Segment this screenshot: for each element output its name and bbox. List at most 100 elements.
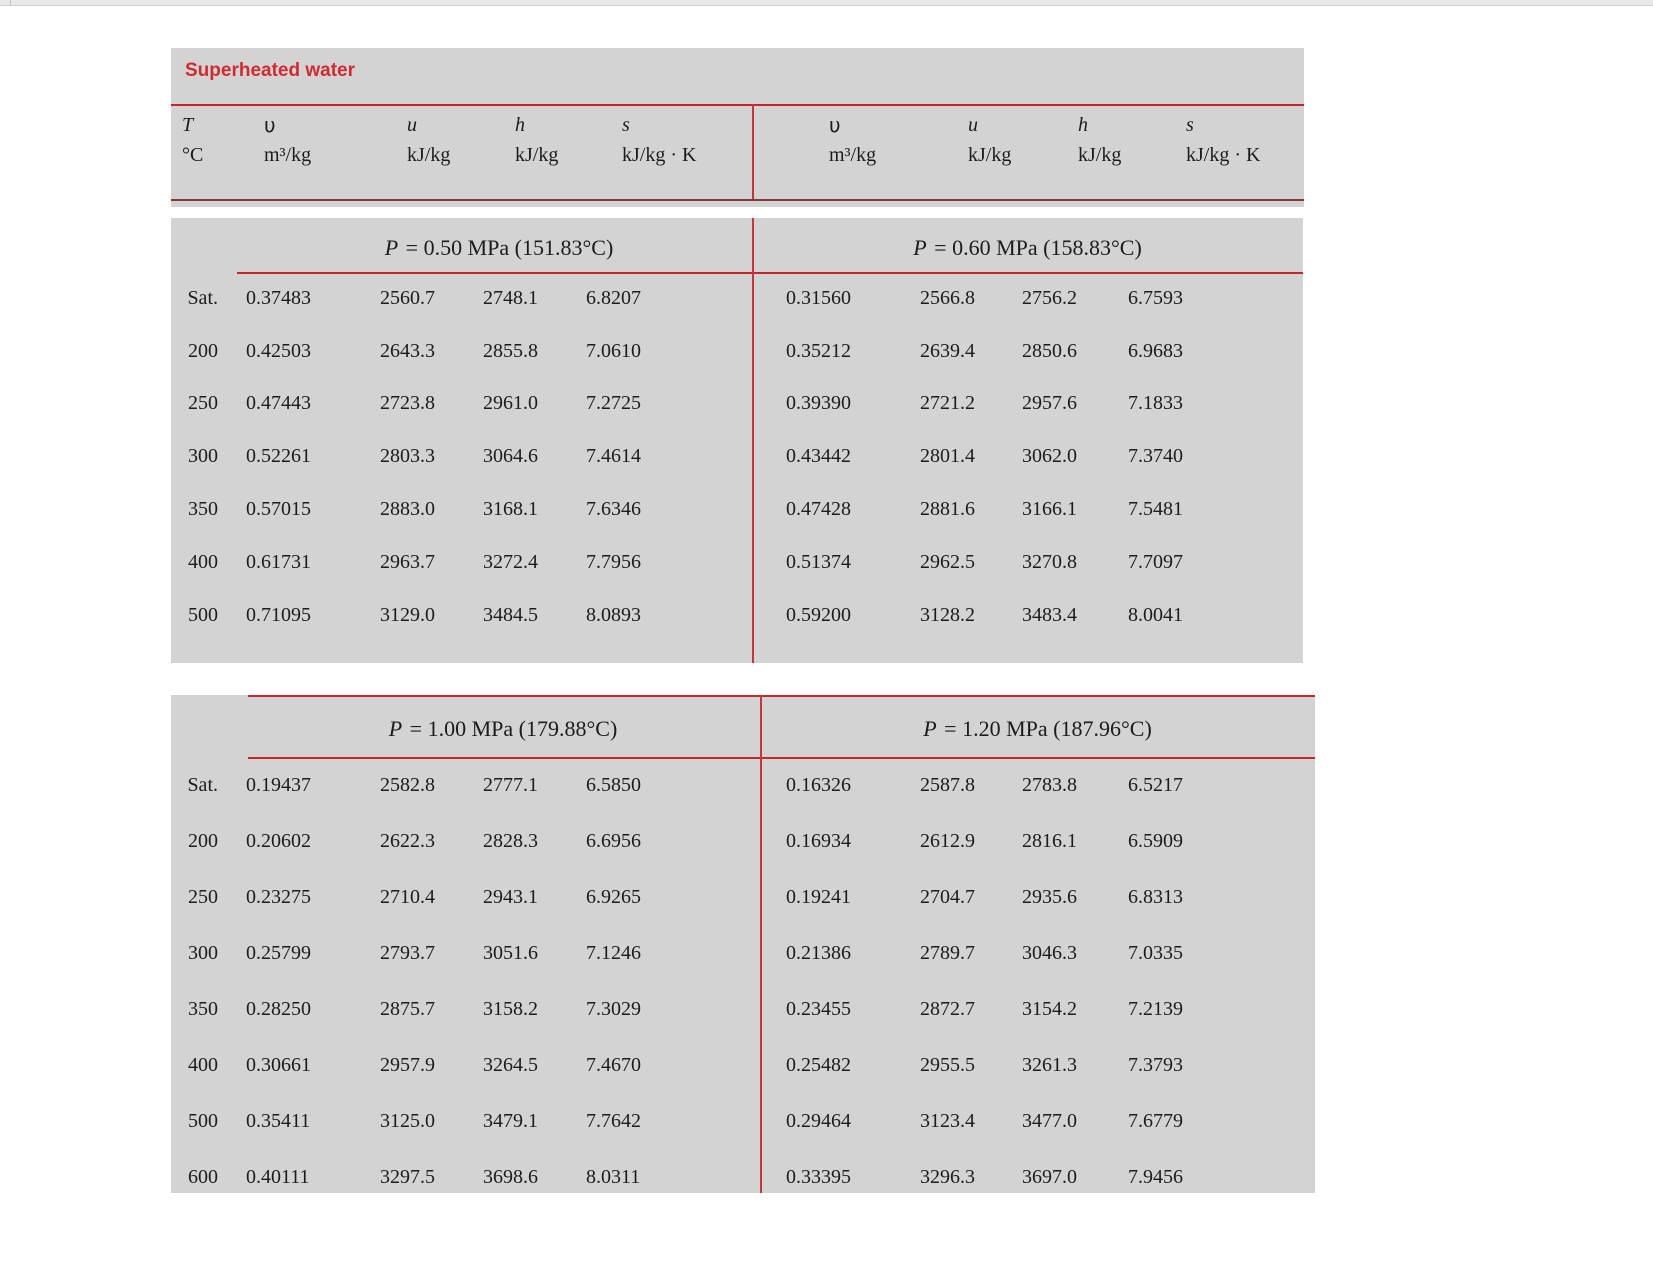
pressure-table-1: P = 0.50 MPa (151.83°C) P = 0.60 MPa (158… xyxy=(171,218,1303,663)
cell-s: 6.5909 xyxy=(1128,829,1183,852)
col-symbol-T: T xyxy=(182,114,194,136)
col-symbol-h-left: h xyxy=(515,114,525,136)
cell-s: 7.0335 xyxy=(1128,941,1183,964)
cell-u: 2587.8 xyxy=(920,773,975,796)
cell-s: 7.3740 xyxy=(1128,445,1183,468)
cell-h: 3046.3 xyxy=(1022,941,1077,964)
unit-row: °C m³/kg kJ/kg kJ/kg kJ/kg · K m³/kg kJ/kg kJ/… xyxy=(171,140,1304,174)
cell-h: 3272.4 xyxy=(483,550,538,573)
cell-s: 7.4670 xyxy=(586,1054,641,1077)
col-symbol-u-left: u xyxy=(407,114,417,136)
col-unit-h-right: kJ/kg xyxy=(1078,144,1122,166)
cell-T: Sat. xyxy=(187,773,218,796)
table-row: 250 0.23275 2710.4 2943.1 6.9265 0.19241 2704.… xyxy=(171,869,1315,925)
cell-h: 2748.1 xyxy=(483,286,538,309)
table-row: 300 0.25799 2793.7 3051.6 7.1246 0.21386 2789.… xyxy=(171,925,1315,981)
cell-v: 0.25799 xyxy=(246,941,311,964)
cell-u: 2582.8 xyxy=(380,773,435,796)
cell-u: 2789.7 xyxy=(920,941,975,964)
table-row: 500 0.71095 3129.0 3484.5 8.0893 0.59200 3128.… xyxy=(171,589,1303,642)
col-unit-T: °C xyxy=(182,144,204,166)
cell-s: 7.1833 xyxy=(1128,392,1183,415)
cell-h: 3264.5 xyxy=(483,1054,538,1077)
cell-s: 6.5217 xyxy=(1128,773,1183,796)
cell-s: 7.0610 xyxy=(586,339,641,362)
cell-u: 3123.4 xyxy=(920,1110,975,1133)
col-unit-s-right: kJ/kg · K xyxy=(1186,144,1261,166)
cell-h: 3270.8 xyxy=(1022,550,1077,573)
pressure-table-2: P = 1.00 MPa (179.88°C) P = 1.20 MPa (187… xyxy=(171,695,1315,1193)
pressure-subtitle-left: P = 0.50 MPa (151.83°C) xyxy=(384,235,614,260)
cell-v: 0.30661 xyxy=(246,1054,311,1077)
cell-u: 2566.8 xyxy=(920,286,975,309)
cell-h: 2777.1 xyxy=(483,773,538,796)
cell-h: 2957.6 xyxy=(1022,392,1077,415)
cell-v: 0.23275 xyxy=(246,885,311,908)
table-title: Superheated water xyxy=(185,60,355,81)
table-row: 350 0.57015 2883.0 3168.1 7.6346 0.47428 2881.… xyxy=(171,483,1303,536)
col-symbol-s-left: s xyxy=(622,114,630,136)
cell-s: 7.7097 xyxy=(1128,550,1183,573)
cell-h: 3051.6 xyxy=(483,941,538,964)
cell-s: 7.4614 xyxy=(586,445,641,468)
cell-h: 3697.0 xyxy=(1022,1166,1077,1189)
cell-h: 3698.6 xyxy=(483,1166,538,1189)
strip-tick xyxy=(10,0,11,5)
cell-T: 500 xyxy=(188,1110,218,1133)
cell-u: 2801.4 xyxy=(920,445,975,468)
cell-u: 2875.7 xyxy=(380,997,435,1020)
subtitle-rule xyxy=(237,272,1303,274)
cell-s: 8.0311 xyxy=(586,1166,641,1189)
col-unit-u-left: kJ/kg xyxy=(407,144,451,166)
pressure-subtitle-right: P = 1.20 MPa (187.96°C) xyxy=(923,716,1152,741)
cell-T: 300 xyxy=(188,445,218,468)
cell-v: 0.28250 xyxy=(246,997,311,1020)
cell-u: 2622.3 xyxy=(380,829,435,852)
cell-T: 500 xyxy=(188,603,218,626)
cell-v: 0.16934 xyxy=(786,829,851,852)
cell-u: 2723.8 xyxy=(380,392,435,415)
cell-u: 2955.5 xyxy=(920,1054,975,1077)
cell-v: 0.25482 xyxy=(786,1054,851,1077)
col-unit-s-left: kJ/kg · K xyxy=(622,144,697,166)
cell-h: 3166.1 xyxy=(1022,498,1077,521)
cell-u: 2612.9 xyxy=(920,829,975,852)
subtitle-rule xyxy=(248,757,1315,759)
cell-s: 7.7956 xyxy=(586,550,641,573)
cell-u: 3296.3 xyxy=(920,1166,975,1189)
cell-s: 7.6779 xyxy=(1128,1110,1183,1133)
cell-h: 3062.0 xyxy=(1022,445,1077,468)
cell-v: 0.21386 xyxy=(786,941,851,964)
cell-s: 6.9265 xyxy=(586,885,641,908)
cell-u: 2883.0 xyxy=(380,498,435,521)
cell-s: 7.2139 xyxy=(1128,997,1183,1020)
table-header-panel: Superheated water T υ u h s υ u h s °C m³/kg kJ/… xyxy=(171,48,1304,207)
cell-s: 6.5850 xyxy=(586,773,641,796)
cell-v: 0.39390 xyxy=(786,392,851,415)
cell-v: 0.29464 xyxy=(786,1110,851,1133)
table-row: 200 0.42503 2643.3 2855.8 7.0610 0.35212 2639.… xyxy=(171,325,1303,378)
cell-h: 2935.6 xyxy=(1022,885,1077,908)
cell-u: 2962.5 xyxy=(920,550,975,573)
cell-h: 3168.1 xyxy=(483,498,538,521)
cell-s: 7.6346 xyxy=(586,498,641,521)
table-row: 350 0.28250 2875.7 3158.2 7.3029 0.23455 2872.… xyxy=(171,981,1315,1037)
cell-u: 3129.0 xyxy=(380,603,435,626)
cell-h: 3158.2 xyxy=(483,997,538,1020)
col-unit-v-left: m³/kg xyxy=(264,144,312,166)
cell-v: 0.19241 xyxy=(786,885,851,908)
cell-T: 350 xyxy=(188,997,218,1020)
cell-v: 0.59200 xyxy=(786,603,851,626)
pressure-subtitle-right: P = 0.60 MPa (158.83°C) xyxy=(913,235,1142,260)
header-vertical-divider xyxy=(752,104,754,199)
col-symbol-s-right: s xyxy=(1186,114,1194,136)
col-unit-u-right: kJ/kg xyxy=(968,144,1012,166)
cell-u: 2721.2 xyxy=(920,392,975,415)
cell-v: 0.23455 xyxy=(786,997,851,1020)
cell-v: 0.33395 xyxy=(786,1166,851,1189)
cell-u: 2872.7 xyxy=(920,997,975,1020)
col-symbol-h-right: h xyxy=(1078,114,1088,136)
cell-h: 3479.1 xyxy=(483,1110,538,1133)
cell-v: 0.31560 xyxy=(786,286,851,309)
